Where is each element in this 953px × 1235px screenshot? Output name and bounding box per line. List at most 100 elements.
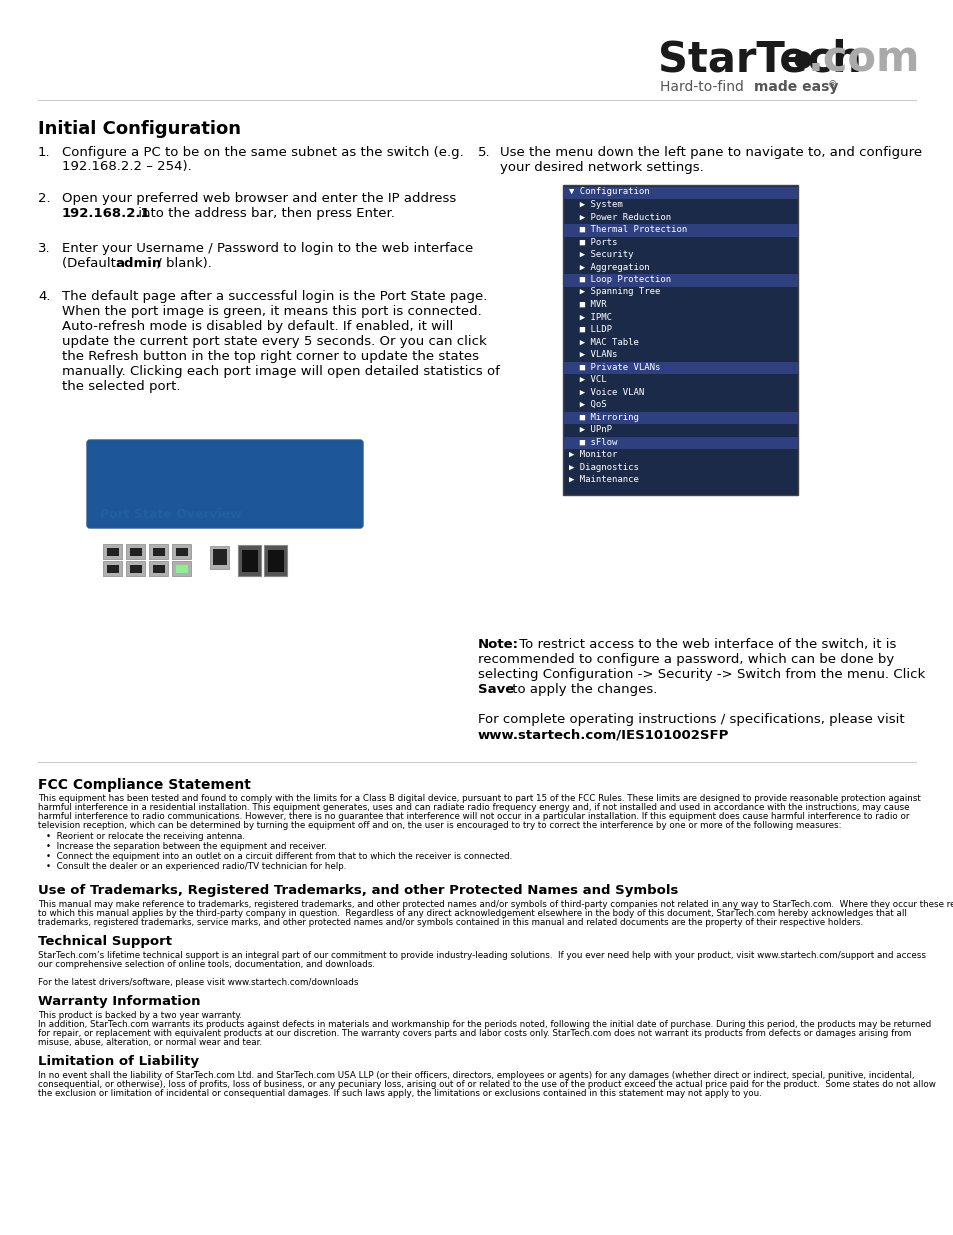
Text: update the current port state every 5 seconds. Or you can click: update the current port state every 5 se… — [62, 335, 486, 348]
Bar — [562, 411, 797, 424]
Text: ▶ Aggregation: ▶ Aggregation — [568, 263, 649, 272]
Text: Initial Configuration: Initial Configuration — [38, 120, 241, 138]
Text: •  Increase the separation between the equipment and receiver.: • Increase the separation between the eq… — [46, 842, 327, 851]
Bar — [107, 564, 119, 573]
Text: Auto-refresh mode is disabled by default. If enabled, it will: Auto-refresh mode is disabled by default… — [62, 320, 453, 333]
Text: television reception, which can be determined by turning the equipment off and o: television reception, which can be deter… — [38, 821, 841, 830]
FancyBboxPatch shape — [264, 545, 287, 576]
Text: 2.: 2. — [38, 191, 51, 205]
Bar — [130, 548, 142, 556]
FancyBboxPatch shape — [172, 543, 192, 558]
Bar — [268, 550, 284, 572]
Text: ®: ® — [827, 80, 837, 90]
Text: www.startech.com/IES101002SFP: www.startech.com/IES101002SFP — [477, 727, 729, 741]
Text: ■ Thermal Protection: ■ Thermal Protection — [568, 225, 686, 233]
Text: Hard-to-find: Hard-to-find — [659, 80, 747, 94]
Text: misuse, abuse, alteration, or normal wear and tear.: misuse, abuse, alteration, or normal wea… — [38, 1037, 262, 1047]
Text: 8: 8 — [179, 582, 184, 592]
Text: the Refresh button in the top right corner to update the states: the Refresh button in the top right corn… — [62, 350, 478, 363]
Text: ▶ System: ▶ System — [568, 200, 622, 209]
Bar — [242, 550, 257, 572]
Text: 6: 6 — [156, 582, 161, 592]
Text: 1: 1 — [111, 534, 115, 542]
Text: Warranty Information: Warranty Information — [38, 995, 200, 1008]
Text: ▶ QoS: ▶ QoS — [568, 400, 606, 409]
Text: This product is backed by a two year warranty.: This product is backed by a two year war… — [38, 1011, 242, 1020]
Text: trademarks, registered trademarks, service marks, and other protected names and/: trademarks, registered trademarks, servi… — [38, 918, 862, 927]
Text: 3.: 3. — [38, 242, 51, 254]
Text: This equipment has been tested and found to comply with the limits for a Class B: This equipment has been tested and found… — [38, 794, 920, 803]
FancyBboxPatch shape — [103, 561, 122, 576]
FancyBboxPatch shape — [172, 561, 192, 576]
Text: harmful interference in a residential installation. This equipment generates, us: harmful interference in a residential in… — [38, 803, 908, 811]
Text: ▶ Monitor: ▶ Monitor — [568, 450, 617, 459]
Bar — [175, 564, 188, 573]
Text: Configure a PC to be on the same subnet as the switch (e.g.: Configure a PC to be on the same subnet … — [62, 146, 463, 159]
Text: recommended to configure a password, which can be done by: recommended to configure a password, whi… — [477, 653, 893, 666]
Text: •  Consult the dealer or an experienced radio/TV technician for help.: • Consult the dealer or an experienced r… — [46, 862, 346, 871]
Text: ■ Mirroring: ■ Mirroring — [568, 412, 639, 421]
Text: This manual may make reference to trademarks, registered trademarks, and other p: This manual may make reference to tradem… — [38, 900, 953, 909]
Text: consequential, or otherwise), loss of profits, loss of business, or any pecuniar: consequential, or otherwise), loss of pr… — [38, 1079, 935, 1089]
Text: 5: 5 — [156, 534, 161, 542]
Text: 2: 2 — [111, 582, 115, 592]
Circle shape — [794, 52, 810, 68]
FancyBboxPatch shape — [238, 545, 261, 576]
Text: 9: 9 — [247, 582, 253, 592]
Text: ■ Loop Protection: ■ Loop Protection — [568, 275, 670, 284]
Text: – GigaBit –: – GigaBit – — [244, 537, 281, 543]
Text: our comprehensive selection of online tools, documentation, and downloads.: our comprehensive selection of online to… — [38, 960, 375, 969]
Text: ▶ Voice VLAN: ▶ Voice VLAN — [568, 388, 643, 396]
Bar — [107, 548, 119, 556]
Text: 4: 4 — [133, 582, 138, 592]
Bar — [152, 564, 165, 573]
Text: harmful interference to radio communications. However, there is no guarantee tha: harmful interference to radio communicat… — [38, 811, 908, 821]
Bar — [175, 548, 188, 556]
Text: Open your preferred web browser and enter the IP address: Open your preferred web browser and ente… — [62, 191, 456, 205]
Text: •  Connect the equipment into an outlet on a circuit different from that to whic: • Connect the equipment into an outlet o… — [46, 852, 512, 861]
FancyBboxPatch shape — [103, 543, 122, 558]
Text: Port State Overview: Port State Overview — [100, 508, 241, 521]
Bar — [562, 185, 797, 495]
Text: .com: .com — [807, 38, 920, 80]
Text: selecting Configuration -> Security -> Switch from the menu. Click: selecting Configuration -> Security -> S… — [477, 668, 924, 680]
Text: Console: Console — [206, 537, 233, 543]
Bar — [562, 362, 797, 374]
Text: 1.: 1. — [38, 146, 51, 159]
Text: For complete operating instructions / specifications, please visit: For complete operating instructions / sp… — [477, 713, 903, 726]
Text: 10: 10 — [271, 582, 280, 592]
Text: The default page after a successful login is the Port State page.: The default page after a successful logi… — [62, 290, 487, 303]
FancyBboxPatch shape — [87, 440, 363, 529]
Text: manually. Clicking each port image will open detailed statistics of: manually. Clicking each port image will … — [62, 366, 499, 378]
Text: StarTech: StarTech — [658, 38, 861, 80]
Text: admin: admin — [115, 257, 161, 270]
Text: 192.168.2.1: 192.168.2.1 — [62, 207, 151, 220]
Bar — [152, 548, 165, 556]
Text: ▶ VLANs: ▶ VLANs — [568, 350, 617, 359]
Text: ▶ Power Reduction: ▶ Power Reduction — [568, 212, 670, 221]
Text: to apply the changes.: to apply the changes. — [507, 683, 657, 697]
Text: to which this manual applies by the third-party company in question.  Regardless: to which this manual applies by the thir… — [38, 909, 906, 918]
Bar — [130, 564, 142, 573]
Text: ■ Ports: ■ Ports — [568, 237, 617, 247]
Text: For the latest drivers/software, please visit www.startech.com/downloads: For the latest drivers/software, please … — [38, 978, 358, 987]
Text: Enter your Username / Password to login to the web interface: Enter your Username / Password to login … — [62, 242, 473, 254]
Text: When the port image is green, it means this port is connected.: When the port image is green, it means t… — [62, 305, 481, 317]
Text: StarTech.com’s lifetime technical support is an integral part of our commitment : StarTech.com’s lifetime technical suppor… — [38, 951, 925, 960]
Text: 7: 7 — [179, 534, 184, 542]
Text: ▶ Spanning Tree: ▶ Spanning Tree — [568, 288, 659, 296]
Text: ▶ Security: ▶ Security — [568, 249, 633, 259]
Text: ■ MVR: ■ MVR — [568, 300, 606, 309]
Text: Use the menu down the left pane to navigate to, and configure: Use the menu down the left pane to navig… — [499, 146, 922, 159]
FancyBboxPatch shape — [211, 546, 230, 568]
FancyBboxPatch shape — [150, 543, 169, 558]
Text: Use of Trademarks, Registered Trademarks, and other Protected Names and Symbols: Use of Trademarks, Registered Trademarks… — [38, 884, 678, 897]
Text: ■ sFlow: ■ sFlow — [568, 437, 617, 447]
Text: ▶ IPMC: ▶ IPMC — [568, 312, 612, 321]
Bar — [562, 224, 797, 236]
Text: for repair, or replacement with equivalent products at our discretion. The warra: for repair, or replacement with equivale… — [38, 1029, 910, 1037]
Text: ▶ UPnP: ▶ UPnP — [568, 425, 612, 433]
Text: To restrict access to the web interface of the switch, it is: To restrict access to the web interface … — [515, 638, 896, 651]
Text: ▶ Maintenance: ▶ Maintenance — [568, 475, 639, 484]
FancyBboxPatch shape — [150, 561, 169, 576]
